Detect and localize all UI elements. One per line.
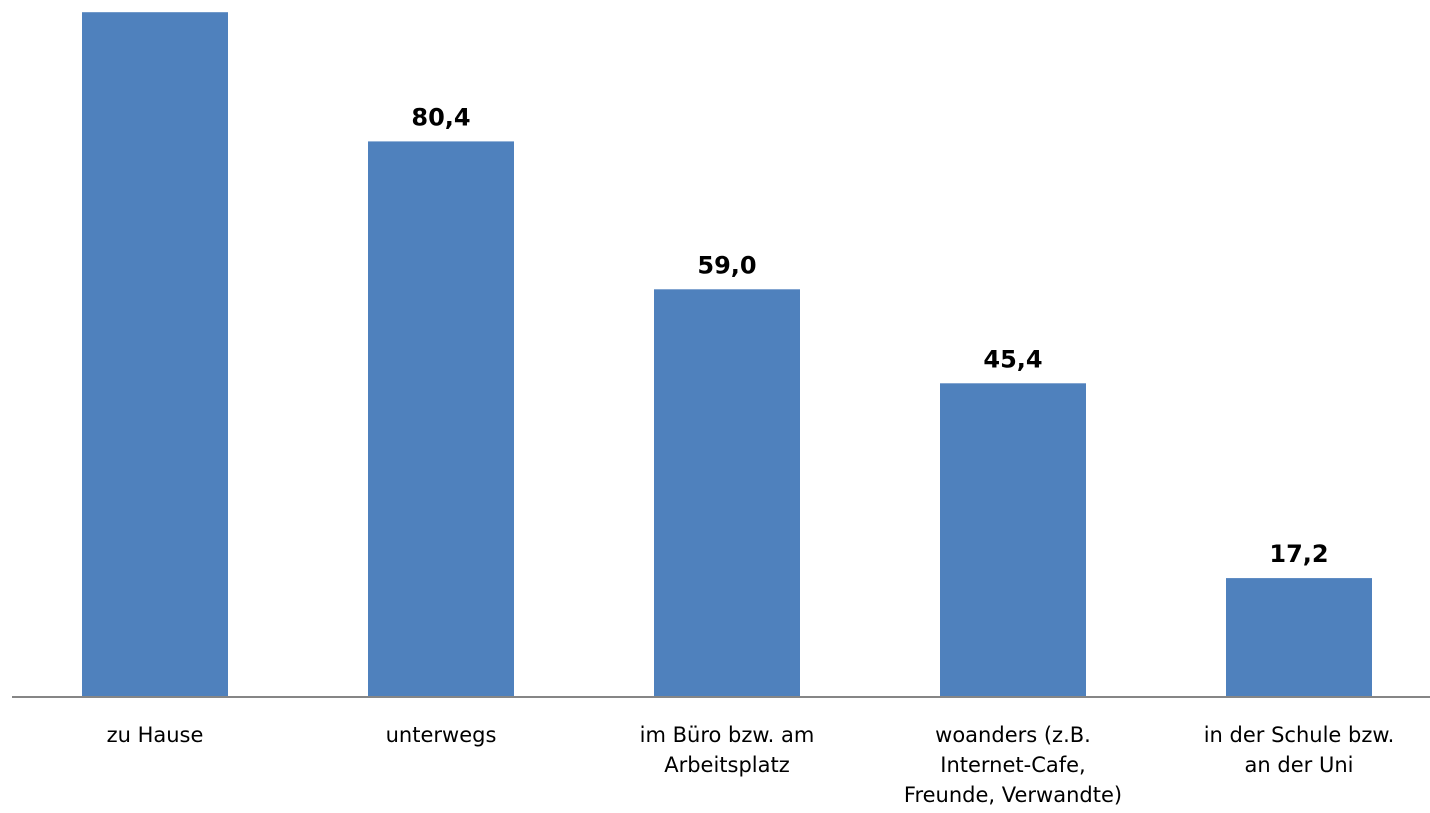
tick-label-0: zu Hause (107, 723, 204, 747)
tick-label-4: in der Schule bzw. an der Uni (1204, 723, 1395, 777)
tick-label-1: unterwegs (386, 723, 497, 747)
tick-label-0-line-0: zu Hause (107, 723, 204, 747)
bar-4 (1226, 578, 1372, 697)
bars-group (82, 12, 1372, 697)
bar-0 (82, 12, 228, 697)
tick-label-1-line-0: unterwegs (386, 723, 497, 747)
tick-label-2-line-1: Arbeitsplatz (664, 753, 790, 777)
data-label-0: 99,1 (125, 0, 184, 2)
data-label-4: 17,2 (1269, 540, 1328, 568)
tick-label-4-line-1: an der Uni (1245, 753, 1354, 777)
data-label-3: 45,4 (983, 345, 1042, 373)
value-labels-group: 99,1 80,4 59,0 45,4 17,2 (125, 0, 1328, 568)
tick-label-3-line-1: Internet-Cafe, (940, 753, 1085, 777)
category-labels-group: zu Hause unterwegs im Büro bzw. am Arbeitsp… (107, 723, 1395, 807)
bar-2 (654, 289, 800, 697)
tick-label-3: woanders (z.B. Internet-Cafe, Freunde, Ver… (904, 723, 1122, 807)
tick-label-2: im Büro bzw. am Arbeitsplatz (640, 723, 815, 777)
bar-1 (368, 141, 514, 697)
tick-label-2-line-0: im Büro bzw. am (640, 723, 815, 747)
tick-label-3-line-0: woanders (z.B. (935, 723, 1091, 747)
data-label-1: 80,4 (411, 103, 470, 131)
bar-3 (940, 383, 1086, 697)
tick-label-4-line-0: in der Schule bzw. (1204, 723, 1395, 747)
tick-label-3-line-2: Freunde, Verwandte) (904, 783, 1122, 807)
data-label-2: 59,0 (697, 251, 756, 279)
